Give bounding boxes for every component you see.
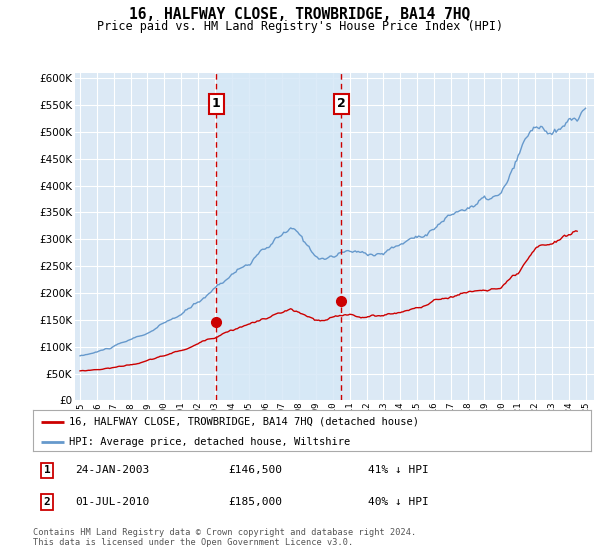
Text: 1: 1 [212,97,220,110]
Text: 2: 2 [44,497,50,507]
Text: 40% ↓ HPI: 40% ↓ HPI [368,497,428,507]
Text: £146,500: £146,500 [229,465,283,475]
Text: 41% ↓ HPI: 41% ↓ HPI [368,465,428,475]
Text: 1: 1 [44,465,50,475]
Text: HPI: Average price, detached house, Wiltshire: HPI: Average price, detached house, Wilt… [69,437,350,447]
Text: 01-JUL-2010: 01-JUL-2010 [75,497,149,507]
Text: 24-JAN-2003: 24-JAN-2003 [75,465,149,475]
Text: 2: 2 [337,97,346,110]
Text: £185,000: £185,000 [229,497,283,507]
Text: Contains HM Land Registry data © Crown copyright and database right 2024.
This d: Contains HM Land Registry data © Crown c… [33,528,416,547]
Bar [216,73,341,400]
Text: 16, HALFWAY CLOSE, TROWBRIDGE, BA14 7HQ (detached house): 16, HALFWAY CLOSE, TROWBRIDGE, BA14 7HQ … [69,417,419,427]
Text: Price paid vs. HM Land Registry's House Price Index (HPI): Price paid vs. HM Land Registry's House … [97,20,503,32]
Text: 16, HALFWAY CLOSE, TROWBRIDGE, BA14 7HQ: 16, HALFWAY CLOSE, TROWBRIDGE, BA14 7HQ [130,7,470,22]
